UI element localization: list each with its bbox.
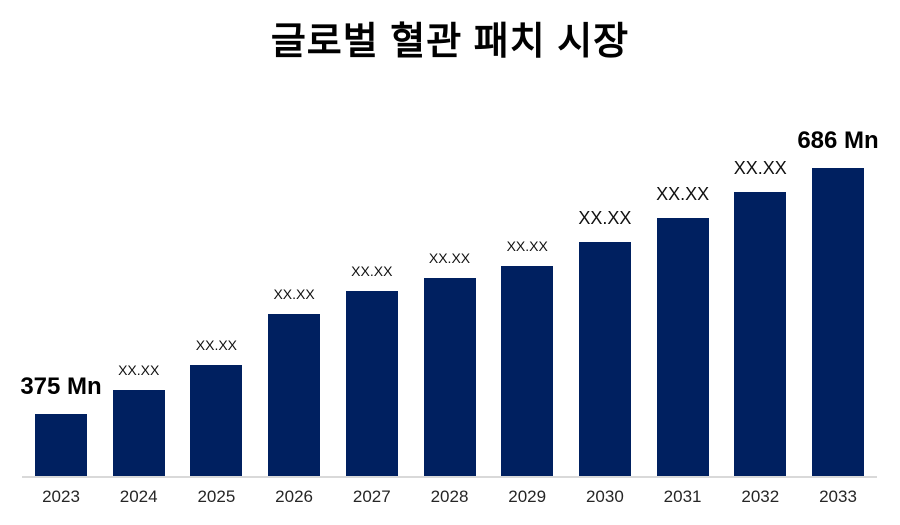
bar-value-label-2026: XX.XX	[273, 286, 315, 302]
bar-2023	[35, 414, 87, 476]
bar-value-label-2023: 375 Mn	[20, 373, 102, 400]
bar-2026	[268, 314, 321, 476]
bar-2025	[190, 365, 243, 476]
bar-value-label-2033: 686 Mn	[797, 127, 879, 154]
bar-value-label-2028: XX.XX	[428, 250, 471, 266]
bar-2027	[345, 291, 398, 476]
bar-value-label-2024: XX.XX	[118, 362, 160, 378]
bar-value-label-2030: XX.XX	[578, 208, 632, 228]
bar-value-label-2027: XX.XX	[351, 263, 393, 279]
bar-2030	[578, 242, 631, 476]
bar-value-label-2031: XX.XX	[656, 184, 710, 204]
bar-2033	[812, 168, 864, 476]
bar-value-label-2029: XX.XX	[506, 238, 548, 254]
bar-2029	[501, 266, 554, 476]
x-tick-2032: 2032	[741, 487, 780, 506]
x-tick-2023: 2023	[42, 487, 80, 506]
x-tick-2024: 2024	[119, 487, 158, 506]
x-tick-2031: 2031	[663, 487, 702, 506]
x-tick-2030: 2030	[585, 487, 624, 506]
bar-2028	[423, 278, 476, 476]
x-tick-2029: 2029	[508, 487, 547, 506]
x-tick-2025: 2025	[197, 487, 236, 506]
bar-value-label-2025: XX.XX	[195, 337, 238, 353]
bar-2024	[112, 390, 165, 476]
x-axis-line	[22, 476, 877, 478]
x-tick-2026: 2026	[275, 487, 314, 506]
bar-value-label-2032: XX.XX	[733, 158, 787, 178]
x-tick-2033: 2033	[819, 487, 857, 506]
x-tick-2027: 2027	[352, 487, 391, 506]
chart-title: 글로벌 혈관 패치 시장	[270, 21, 630, 63]
x-tick-2028: 2028	[430, 487, 469, 506]
bar-2031	[656, 218, 709, 476]
bar-2032	[734, 192, 787, 476]
